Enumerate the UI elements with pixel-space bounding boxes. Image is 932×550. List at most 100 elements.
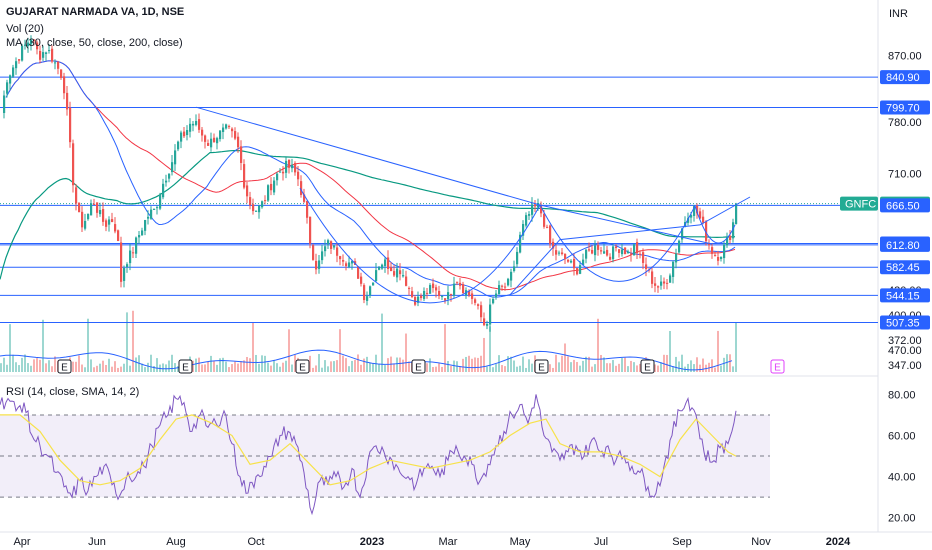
volume-ma-line bbox=[0, 349, 733, 371]
candle-body bbox=[582, 259, 585, 265]
candle-body bbox=[699, 211, 702, 219]
candle-body bbox=[189, 123, 192, 132]
rsi-lines bbox=[0, 394, 737, 516]
candle-body bbox=[729, 235, 732, 241]
volume-bar bbox=[39, 359, 41, 372]
candle-body bbox=[57, 61, 60, 69]
candle-body bbox=[306, 200, 309, 218]
candle-body bbox=[600, 250, 603, 252]
volume-bar bbox=[210, 355, 212, 372]
volume-bar bbox=[519, 365, 521, 372]
volume-bar bbox=[6, 364, 8, 372]
candle-body bbox=[351, 260, 354, 264]
candle-body bbox=[504, 286, 507, 288]
volume-bar bbox=[504, 366, 506, 372]
price-tag-value: 612.80 bbox=[886, 240, 920, 252]
volume-bar bbox=[51, 366, 53, 372]
candle-body bbox=[714, 254, 717, 256]
currency-label[interactable]: INR bbox=[889, 8, 908, 20]
volume-bar bbox=[105, 364, 107, 372]
candle-body bbox=[129, 250, 132, 264]
candle-body bbox=[486, 324, 489, 326]
volume-bar bbox=[711, 359, 713, 372]
candle-body bbox=[369, 286, 372, 296]
volume-bar bbox=[525, 367, 527, 372]
candle-body bbox=[138, 235, 141, 238]
candle-body bbox=[516, 251, 519, 265]
volume-bar bbox=[627, 366, 629, 372]
volume-bar bbox=[657, 365, 659, 372]
volume-bar bbox=[465, 356, 467, 372]
candle-body bbox=[216, 138, 219, 144]
time-axis[interactable]: Apr Jun Aug Oct 2023 Mar May Jul Sep Nov 2024 bbox=[13, 536, 851, 548]
volume-bar bbox=[714, 367, 716, 372]
candle-body bbox=[3, 95, 6, 113]
volume-bar bbox=[621, 358, 623, 372]
volume-bar bbox=[723, 357, 725, 372]
volume-bar bbox=[294, 354, 296, 372]
candle-body bbox=[108, 219, 111, 225]
candle-body bbox=[651, 271, 654, 284]
candle-body bbox=[471, 293, 474, 299]
candle-body bbox=[303, 194, 306, 202]
candles[interactable] bbox=[3, 35, 738, 332]
candle-body bbox=[681, 228, 684, 240]
candle-body bbox=[618, 249, 621, 253]
volume-bar bbox=[603, 357, 605, 372]
volume-bar bbox=[21, 357, 23, 372]
volume-bar bbox=[615, 365, 617, 372]
trendline-right bbox=[539, 204, 713, 245]
volume-bar bbox=[498, 355, 500, 372]
candle-body bbox=[192, 123, 195, 126]
price-tick-label: 870.00 bbox=[888, 51, 922, 63]
candle-body bbox=[210, 138, 213, 148]
candle-body bbox=[663, 281, 666, 284]
earnings-marker-label: E bbox=[182, 363, 189, 374]
candle-body bbox=[459, 282, 462, 286]
rsi-legend[interactable]: RSI (14, close, SMA, 14, 2) bbox=[6, 386, 140, 398]
candle-body bbox=[498, 285, 501, 295]
candle-body bbox=[96, 202, 99, 213]
time-tick-label: May bbox=[510, 536, 531, 548]
volume-bar bbox=[513, 360, 515, 372]
candle-body bbox=[702, 216, 705, 223]
candle-body bbox=[324, 246, 327, 252]
candle-body bbox=[591, 250, 594, 254]
price-tag-value: 507.35 bbox=[886, 317, 920, 329]
candle-body bbox=[144, 220, 147, 231]
volume-bar bbox=[453, 360, 455, 372]
support-resistance-lines[interactable] bbox=[0, 76, 878, 323]
candle-body bbox=[330, 241, 333, 249]
volume-bar bbox=[99, 363, 101, 372]
candle-body bbox=[501, 285, 504, 287]
time-tick-label: 2023 bbox=[360, 536, 384, 548]
candle-body bbox=[42, 52, 45, 58]
price-axis[interactable]: 870.00780.00710.00470.00430.00400.00372.… bbox=[840, 51, 930, 525]
volume-bar bbox=[0, 363, 2, 372]
volume-bar bbox=[495, 364, 497, 372]
time-tick-label: Sep bbox=[672, 536, 692, 548]
volume-bar bbox=[720, 365, 722, 372]
candle-body bbox=[636, 242, 639, 254]
volume-bar bbox=[501, 365, 503, 372]
candle-body bbox=[696, 205, 699, 214]
moving-averages bbox=[0, 60, 736, 298]
candle-body bbox=[468, 291, 471, 296]
ma-legend[interactable]: MA (30, close, 50, close, 200, close) bbox=[6, 37, 183, 49]
candle-body bbox=[153, 209, 156, 211]
volume-tick-label: 347.00 bbox=[888, 360, 922, 372]
trend-drawings[interactable] bbox=[195, 106, 751, 304]
volume-legend[interactable]: Vol (20) bbox=[6, 23, 44, 35]
candle-body bbox=[552, 241, 555, 249]
candle-body bbox=[399, 270, 402, 275]
volume-bar bbox=[168, 360, 170, 372]
candle-body bbox=[186, 130, 189, 136]
volume-bar bbox=[177, 365, 179, 372]
volume-bar bbox=[192, 360, 194, 372]
price-tag-bg bbox=[880, 237, 930, 252]
volume-bar bbox=[165, 364, 167, 372]
candle-body bbox=[183, 131, 186, 137]
candle-body bbox=[120, 242, 123, 282]
